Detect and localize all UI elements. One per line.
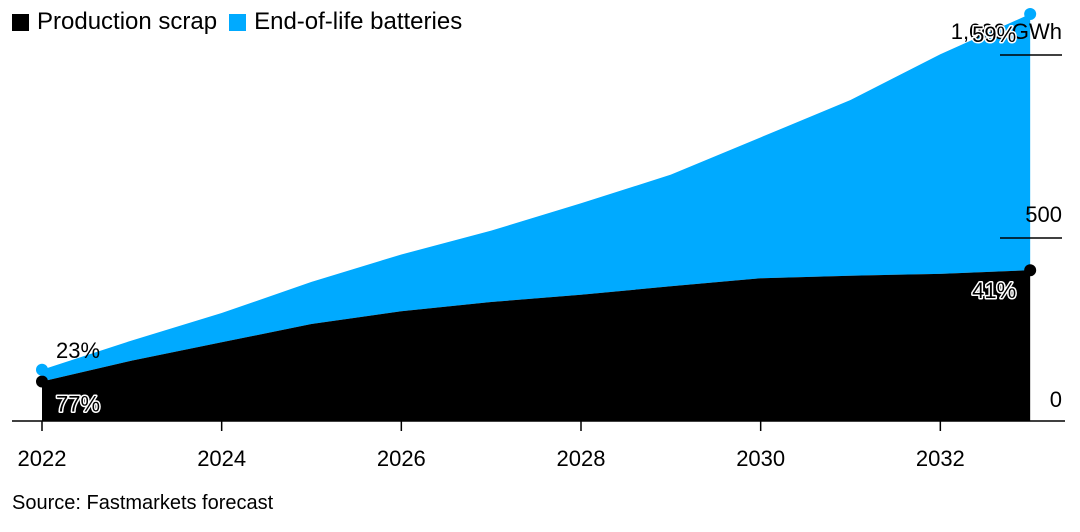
marker-scrap-end (1024, 264, 1037, 277)
area-chart: 0 500 1,000 GWh 2022 2024 2026 2028 2030 2032 2… (12, 8, 1065, 471)
legend-swatch-production-scrap (12, 13, 29, 31)
area-end-of-life-batteries (42, 14, 1031, 382)
legend-label-end-of-life: End-of-life batteries (254, 8, 463, 35)
source-note: Source: Fastmarkets forecast (12, 492, 274, 514)
legend-swatch-end-of-life (229, 13, 247, 31)
label-eol-start: 23% (56, 338, 100, 363)
label-eol-end: 59% (972, 22, 1016, 47)
x-tick-label-2026: 2026 (377, 446, 426, 471)
y-tick-label-500: 500 (1025, 202, 1062, 227)
area-production-scrap (42, 270, 1031, 421)
chart-legend: Production scrap End-of-life batteries (12, 8, 474, 36)
marker-eol-start (36, 363, 48, 376)
percentage-labels: 23% 77% 59% 41% (55, 21, 1018, 418)
legend-item-end-of-life: End-of-life batteries (229, 8, 462, 36)
marker-scrap-start (36, 375, 48, 388)
x-tick-label-2024: 2024 (197, 446, 246, 471)
x-tick-label-2032: 2032 (916, 446, 965, 471)
legend-label-production-scrap: Production scrap (37, 8, 218, 35)
marker-eol-end (1024, 8, 1037, 21)
x-axis: 2022 2024 2026 2028 2030 2032 (18, 421, 965, 471)
label-scrap-end: 41% (972, 278, 1016, 303)
x-tick-label-2022: 2022 (18, 446, 67, 471)
y-axis: 0 500 1,000 GWh (951, 19, 1062, 412)
y-tick-label-0: 0 (1050, 387, 1062, 412)
legend-item-production-scrap: Production scrap (12, 8, 217, 36)
label-scrap-start: 77% (56, 391, 100, 416)
y-tick-label-1000: 1,000 GWh (951, 19, 1062, 44)
series-end-markers (36, 8, 1037, 388)
x-tick-label-2028: 2028 (557, 446, 606, 471)
x-tick-label-2030: 2030 (736, 446, 785, 471)
